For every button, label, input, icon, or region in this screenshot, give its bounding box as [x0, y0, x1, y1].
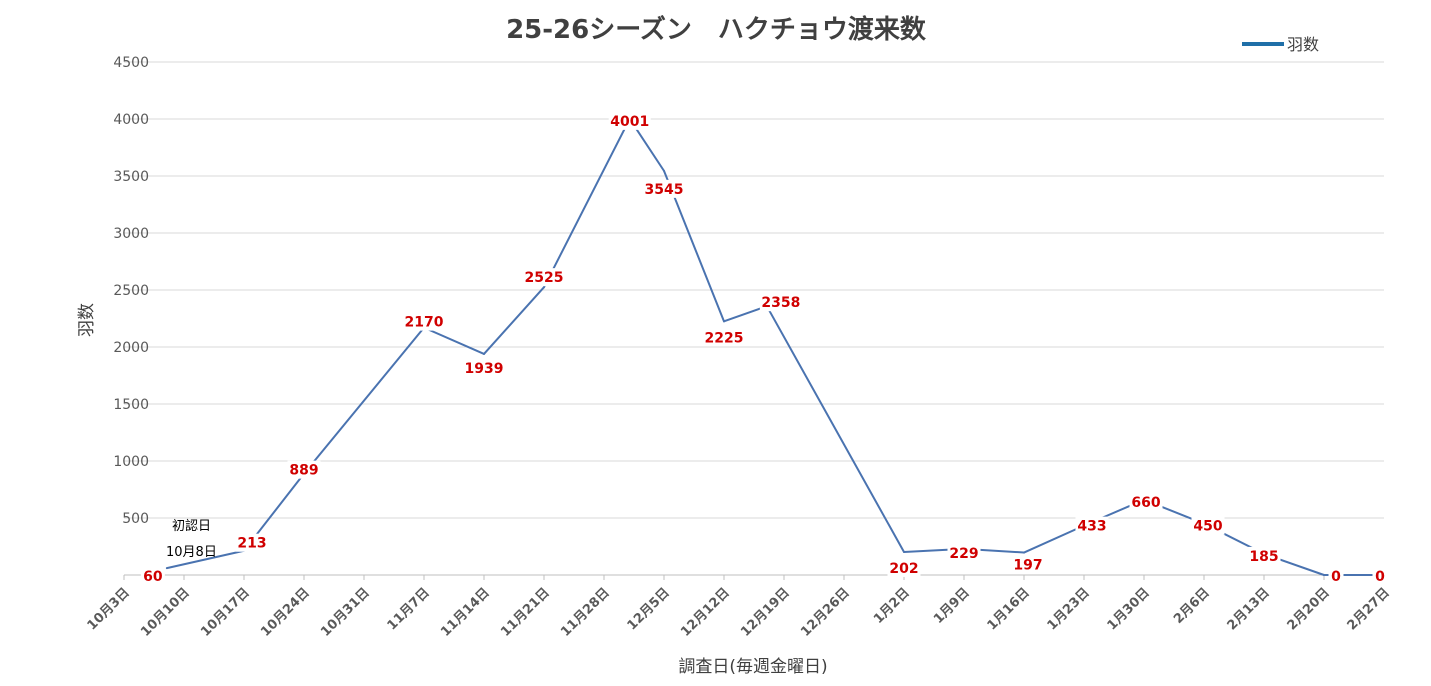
- x-tick-label: 12月5日: [625, 585, 673, 633]
- x-tick-label: 10月31日: [318, 585, 373, 640]
- data-label: 202: [889, 561, 918, 577]
- data-label: 2525: [525, 270, 564, 286]
- data-label: 433: [1077, 519, 1106, 535]
- x-tick-label: 12月19日: [738, 585, 793, 640]
- data-label-background: [887, 558, 921, 577]
- y-tick-label: 3500: [113, 169, 149, 185]
- y-axis-ticks: 050010001500200025003000350040004500: [113, 55, 149, 584]
- y-tick-label: 4500: [113, 55, 149, 71]
- x-tick-label: 10月10日: [138, 585, 193, 640]
- data-label-background: [759, 293, 802, 312]
- x-tick-label: 10月17日: [198, 585, 253, 640]
- series-line-segment: [423, 326, 485, 355]
- series-line-segment: [543, 117, 631, 289]
- data-label: 2170: [405, 315, 444, 331]
- data-label-background: [703, 328, 745, 347]
- data-label: 889: [289, 463, 318, 479]
- series-line-segment: [723, 305, 768, 323]
- data-label-background: [287, 460, 321, 479]
- gridlines: [124, 61, 1384, 519]
- data-label-background: [1247, 546, 1281, 565]
- data-label: 197: [1013, 558, 1042, 574]
- data-labels: 60 213 889 2170 1939 2525 4001 3545 2225 2358 202 2…: [140, 111, 1388, 586]
- series-line-segment: [765, 305, 905, 553]
- y-tick-label: 4000: [113, 112, 149, 128]
- y-tick-label: 1000: [113, 454, 149, 470]
- data-label: 4001: [610, 114, 649, 130]
- data-label: 2358: [761, 295, 800, 311]
- x-tick-label: 2月20日: [1285, 585, 1333, 633]
- data-label: 3545: [645, 182, 684, 198]
- x-tick-label: 1月9日: [931, 585, 973, 627]
- legend: 羽数: [1242, 35, 1319, 54]
- first-sighting-annotation: 初認日: [172, 518, 211, 534]
- chart-title: 25-26シーズン ハクチョウ渡来数: [506, 14, 927, 45]
- series-line-segment: [303, 326, 425, 475]
- data-label: 213: [237, 536, 266, 552]
- x-tick-label: 12月12日: [678, 585, 733, 640]
- data-label-background: [403, 312, 445, 331]
- data-label: 0: [1331, 569, 1341, 585]
- y-axis-title: 羽数: [77, 303, 97, 337]
- data-label-background: [1129, 492, 1163, 511]
- x-axis-title: 調査日(毎週金曜日): [678, 657, 827, 677]
- data-label-background: [1372, 567, 1388, 585]
- x-tick-label: 1月23日: [1045, 585, 1093, 633]
- data-label-background: [523, 268, 565, 287]
- x-axis-ticks: 10月3日 10月10日 10月17日 10月24日 10月31日 11月7日 11月14日…: [85, 575, 1393, 640]
- x-tick-label: 11月7日: [385, 585, 433, 633]
- data-label: 450: [1193, 519, 1222, 535]
- legend-label: 羽数: [1287, 35, 1319, 54]
- x-tick-label: 12月26日: [798, 585, 853, 640]
- y-tick-label: 1500: [113, 397, 149, 413]
- data-label-background: [947, 543, 981, 562]
- data-label: 0: [1375, 569, 1385, 585]
- data-label-background: [1011, 555, 1045, 574]
- x-tick-label: 2月6日: [1171, 585, 1213, 627]
- data-label: 60: [143, 569, 163, 585]
- data-label-background: [463, 358, 505, 377]
- data-label-background: [140, 567, 165, 586]
- x-tick-label: 10月3日: [85, 585, 133, 633]
- x-tick-label: 10月24日: [258, 585, 313, 640]
- data-label-background: [1328, 567, 1344, 585]
- y-tick-label: 2000: [113, 340, 149, 356]
- x-tick-label: 11月28日: [558, 585, 613, 640]
- series-line-segment: [1023, 524, 1085, 554]
- series-line-segment: [483, 286, 545, 355]
- data-label-background: [643, 179, 685, 198]
- data-label-background: [235, 533, 269, 552]
- series-line-segment: [165, 549, 245, 570]
- data-label-background: [1191, 516, 1225, 535]
- x-tick-label: 2月27日: [1345, 585, 1393, 633]
- y-tick-label: 500: [122, 511, 149, 527]
- data-label: 185: [1249, 549, 1278, 565]
- data-label: 1939: [465, 361, 504, 377]
- x-tick-label: 1月16日: [985, 585, 1033, 633]
- data-label: 2225: [705, 330, 744, 346]
- y-tick-label: 2500: [113, 283, 149, 299]
- x-tick-label: 2月13日: [1225, 585, 1273, 633]
- data-label-background: [608, 111, 651, 130]
- data-label: 660: [1131, 495, 1160, 511]
- data-label: 229: [949, 546, 978, 562]
- y-tick-label: 3000: [113, 226, 149, 242]
- x-tick-label: 11月14日: [438, 585, 493, 640]
- x-tick-label: 11月21日: [498, 585, 553, 640]
- data-label-background: [1075, 516, 1109, 535]
- x-tick-label: 1月2日: [871, 585, 913, 627]
- x-tick-label: 1月30日: [1105, 585, 1153, 633]
- first-sighting-date-annotation: 10月8日: [166, 545, 217, 560]
